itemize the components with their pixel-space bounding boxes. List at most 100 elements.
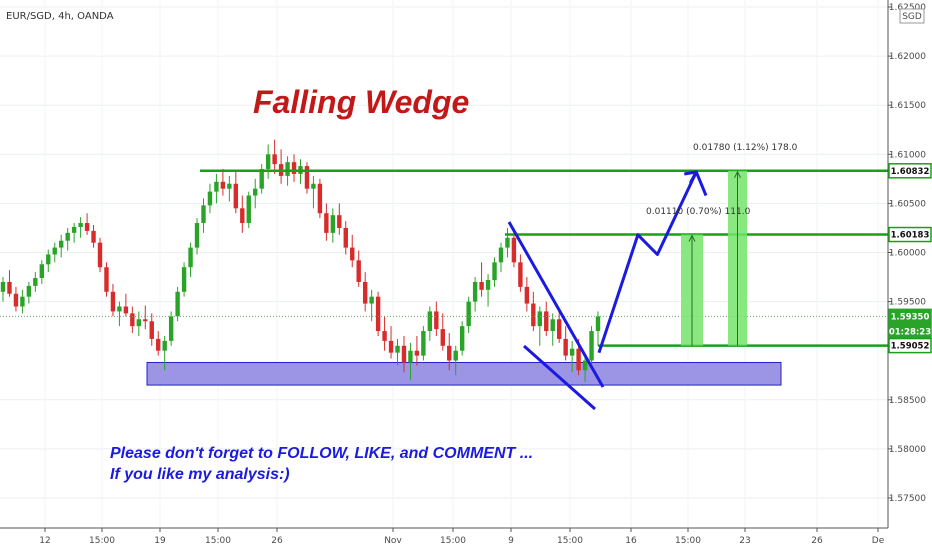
price-label-text: 1.60832 [891,167,930,177]
candle-body [59,240,64,248]
time-tick-label: 15:00 [440,536,466,546]
candle-body [149,321,154,339]
candle-body [0,281,6,292]
price-tick-label: 1.60000 [889,249,926,259]
candle-body [207,191,213,206]
time-tick-label: De [872,536,885,546]
candle-body [143,319,148,322]
candle-body [582,360,588,371]
price-tick-label: 1.62500 [889,3,926,13]
candle-body [369,296,374,304]
time-tick-label: 15:00 [557,536,583,546]
candle-body [227,183,232,189]
candle-body [110,291,116,312]
candle-body [175,291,180,317]
candle-body [472,281,478,302]
price-tick-label: 1.58000 [889,445,926,455]
price-tick-label: 1.62000 [889,52,926,62]
candle-body [285,162,290,176]
candle-body [13,293,19,307]
support-zone-rect [146,361,782,386]
projection-path [597,170,708,354]
currency-badge[interactable] [899,8,925,24]
time-axis: 12 15:00 19 15:00 26 Nov 15:00 9 15:00 16 15:00 23 2… [39,528,885,546]
candle-body [162,340,167,351]
time-tick-label: 15:00 [205,536,231,546]
support-zone [146,361,782,386]
candle-body [324,213,329,233]
candle-body [421,331,426,356]
candle-body [168,316,174,341]
candle-body [330,215,336,233]
candle-body [343,227,348,248]
candle-body [524,286,530,304]
candle-body [26,285,32,297]
candle-body [311,183,316,189]
candle-body [123,306,129,314]
candle-body [246,195,251,224]
price-tick-label: 1.57500 [889,494,926,504]
candle-body [544,311,549,332]
candle-body [356,260,361,282]
candle-body [388,340,394,353]
candle-body [97,242,103,268]
candle-body [511,237,517,263]
candle-body [569,348,575,356]
candle-body [156,338,161,351]
candle-body [337,215,342,228]
candle-body [466,301,471,327]
symbol-label: EUR/SGD, 4h, OANDA [6,11,114,22]
candle-body [595,316,601,332]
candles [0,139,888,383]
measure-label-1: 0.01780 (1.12%) 178.0 [693,143,798,153]
price-label-box [888,226,932,243]
candle-body [265,154,271,170]
time-tick-label: 19 [154,536,166,546]
price-label-text: 01:28:23 [889,327,931,337]
time-tick-label: 9 [508,536,514,546]
candle-body [78,223,83,227]
projection-arrowhead [684,170,698,184]
candle-body [414,350,420,356]
candle-body [240,208,245,224]
chart-title: Falling Wedge [253,84,469,120]
measure-label-2: 0.01110 (0.70%) 111.0 [646,207,751,217]
candle-body [104,267,109,292]
time-tick-label: 26 [271,536,283,546]
candle-body [220,181,226,189]
candle-body [52,247,57,255]
price-tick-label: 1.61000 [889,150,926,160]
price-tick-label: 1.61500 [889,101,926,111]
time-tick-label: 16 [625,536,637,546]
candle-body [91,230,96,243]
candle-body [382,331,387,341]
candle-body [589,331,594,361]
projection-line [597,170,708,354]
candle-body [498,247,504,263]
candle-body [317,183,323,214]
time-tick-label: 26 [811,536,823,546]
candle-body [253,188,258,196]
time-tick-label: 12 [39,536,50,546]
candle-body [563,338,568,356]
candle-body [272,154,277,165]
price-label-text: 1.59052 [891,342,930,352]
candle-body [531,303,536,327]
candle-body [65,232,70,241]
candle-body [485,279,491,290]
target-arrow-head [688,234,696,242]
wedge-lower-line [523,344,596,411]
price-axis: 1.62500 1.62000 1.61500 1.61000 1.60500 1.600… [888,3,926,504]
currency-badge-label: SGD [902,12,922,22]
candle-body [447,345,452,361]
target-measurements [681,170,747,346]
candle-body [188,247,193,268]
candle-body [362,281,368,304]
price-label-box [888,163,932,179]
candle-body [20,296,25,307]
price-tick-label: 1.58500 [889,396,926,406]
price-label-text: 1.60183 [891,231,930,241]
note-line-1: Please don't forget to FOLLOW, LIKE, and… [110,445,533,462]
candle-body [136,319,142,327]
candle-body [291,162,297,174]
